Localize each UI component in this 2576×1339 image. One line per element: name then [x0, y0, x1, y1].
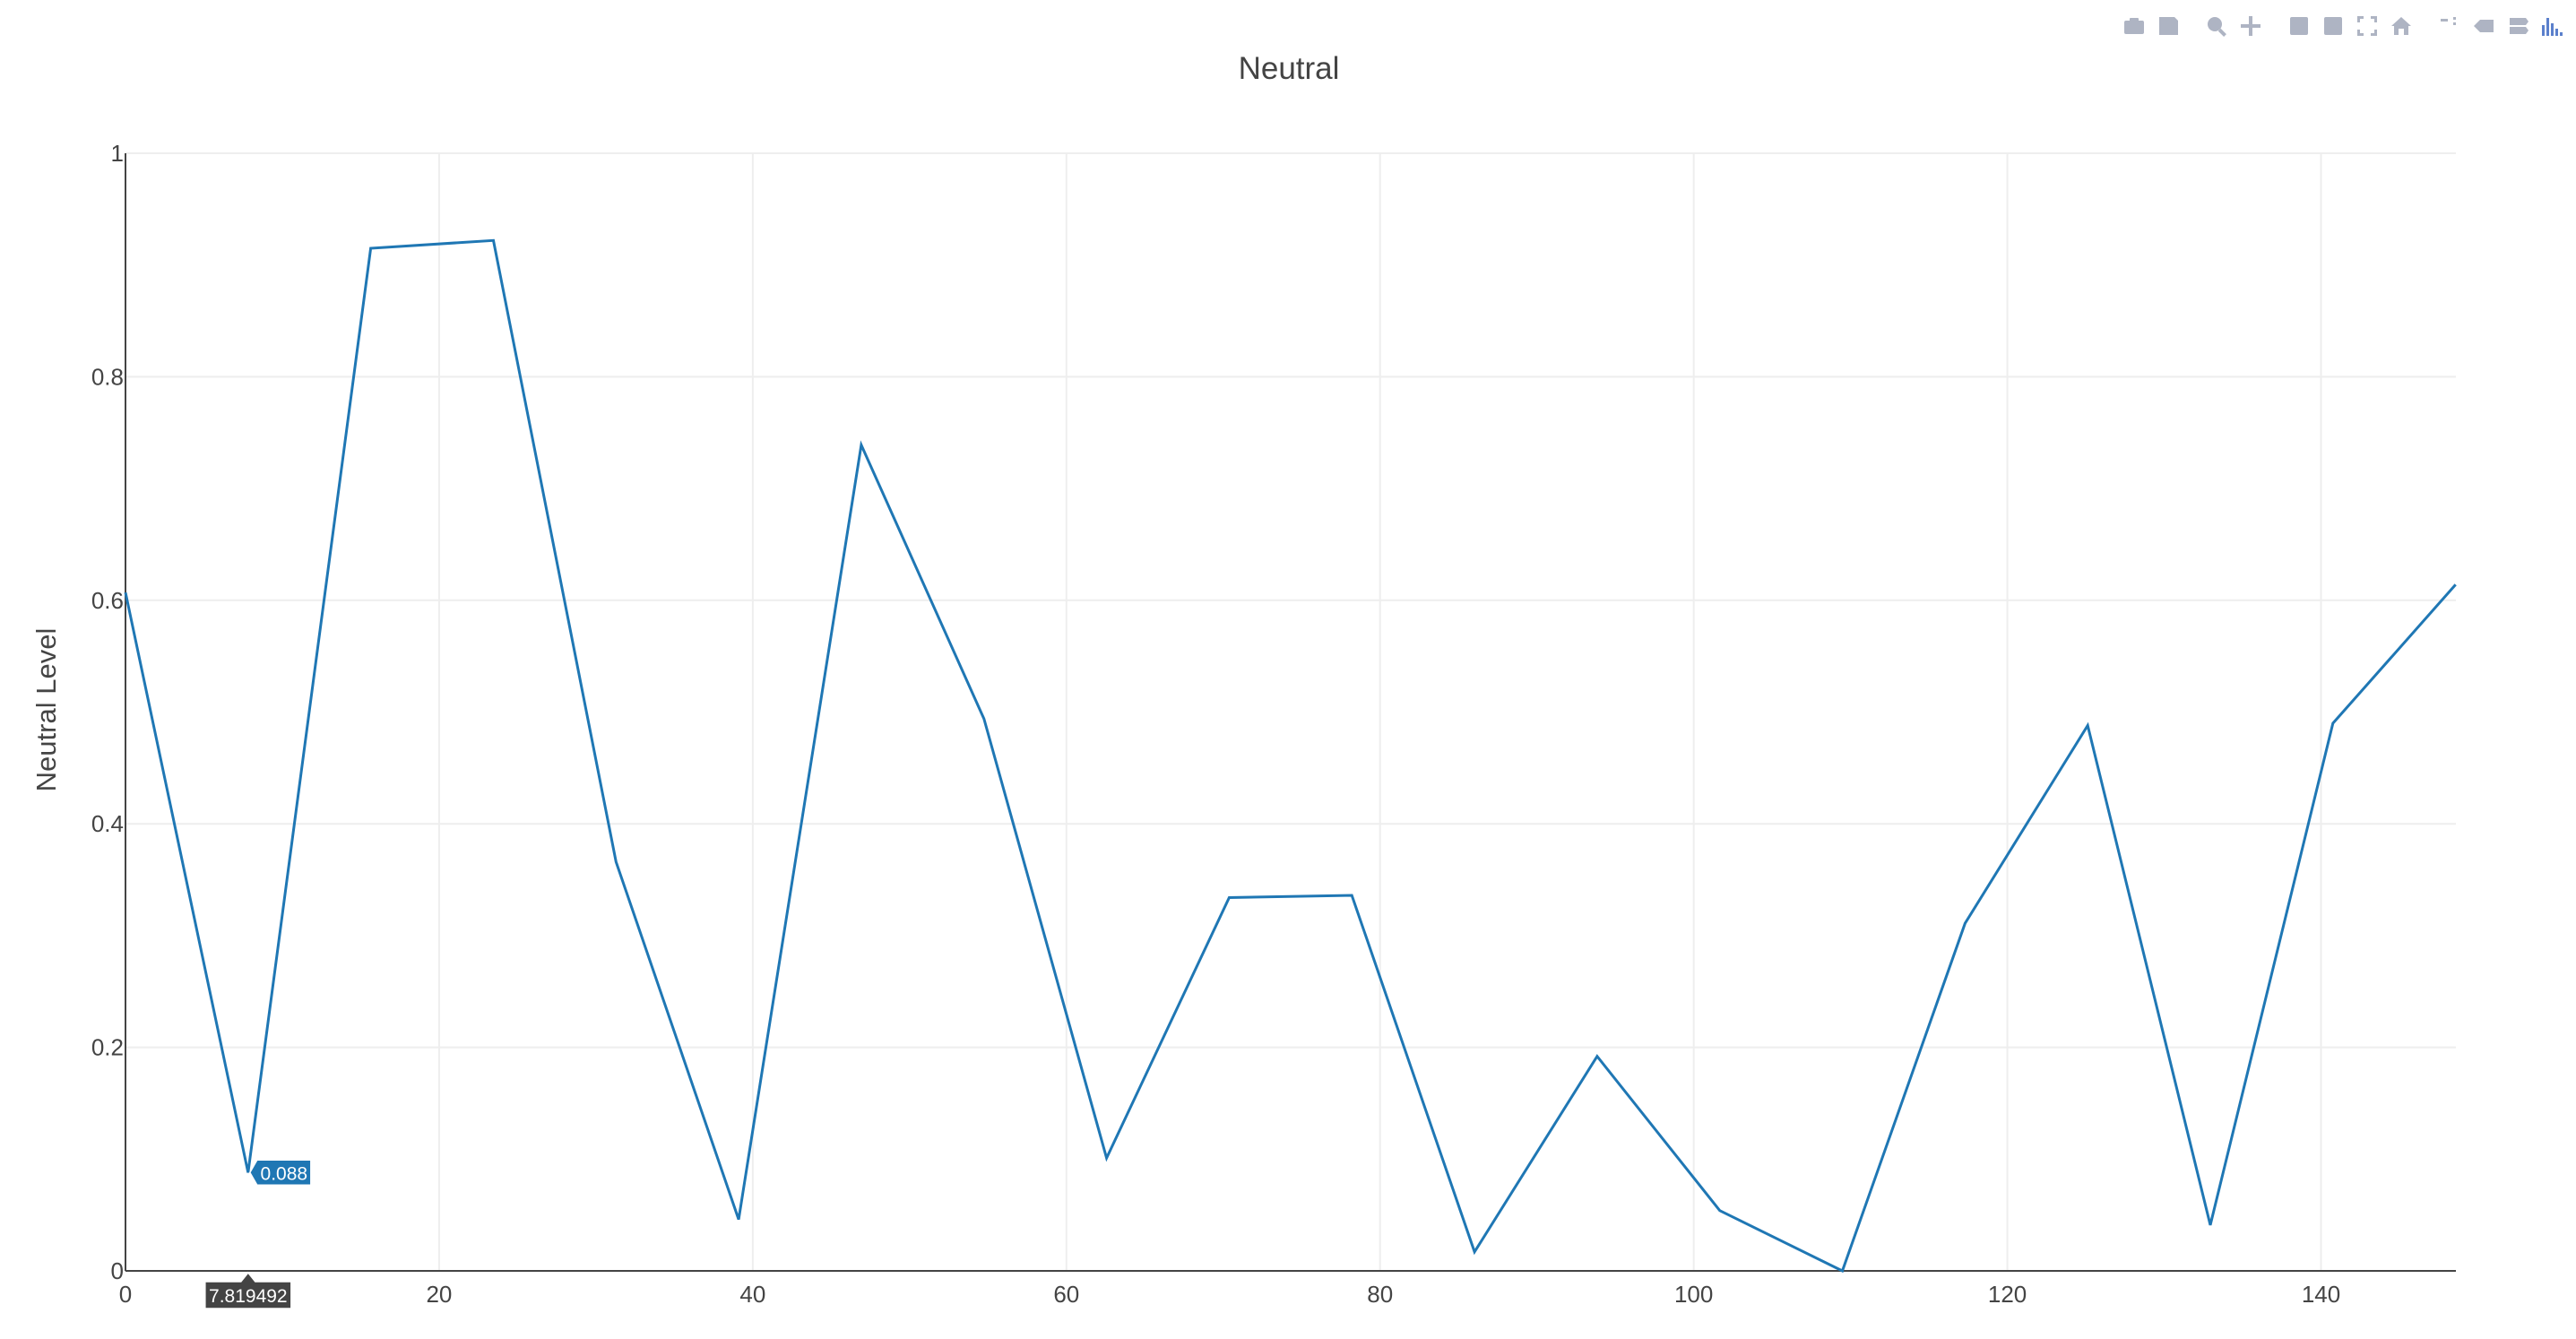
y-tick-label: 0.2	[91, 1034, 124, 1061]
autoscale-icon[interactable]	[2354, 13, 2381, 39]
axes	[125, 153, 2456, 1272]
y-tick-label: 0	[111, 1257, 124, 1284]
x-tick-label: 80	[1367, 1281, 1393, 1308]
x-tick-label: 20	[426, 1281, 452, 1308]
chart-title: Neutral	[1239, 51, 1340, 86]
camera-icon[interactable]	[2121, 13, 2148, 39]
zoom-in-icon[interactable]	[2286, 13, 2312, 39]
x-tick-label: 140	[2302, 1281, 2340, 1308]
hover-y-label: 0.088	[261, 1163, 308, 1184]
home-icon[interactable]	[2388, 13, 2415, 39]
hover-y-box	[248, 1159, 312, 1187]
x-axis-ticks: 0 20 40 60 80 100 120 140	[119, 1281, 2340, 1308]
series-line[interactable]	[124, 238, 2457, 1274]
save-icon[interactable]	[2155, 13, 2182, 39]
zoom-out-icon[interactable]	[2320, 13, 2347, 39]
x-tick-label: 40	[739, 1281, 765, 1308]
y-tick-label: 0.6	[91, 587, 124, 614]
hover-x-label: 7.819492	[209, 1286, 288, 1307]
y-axis-title: Neutral Level	[30, 628, 62, 792]
y-tick-label: 0.8	[91, 363, 124, 390]
zoom-icon[interactable]	[2203, 13, 2230, 39]
modebar	[2108, 13, 2565, 39]
hover-closest-icon[interactable]	[2470, 13, 2497, 39]
y-tick-label: 0.4	[91, 810, 124, 837]
x-tick-label: 120	[1988, 1281, 2027, 1308]
spike-lines-icon[interactable]	[2436, 13, 2463, 39]
x-tick-label: 100	[1674, 1281, 1713, 1308]
y-tick-label: 1	[111, 140, 124, 167]
gridlines	[125, 152, 2456, 1271]
hover-tooltip: 0.088 7.819492	[204, 1159, 312, 1309]
y-axis-ticks: 0 0.2 0.4 0.6 0.8 1	[91, 140, 124, 1284]
pan-icon[interactable]	[2237, 13, 2264, 39]
hover-compare-icon[interactable]	[2504, 13, 2531, 39]
x-tick-label: 0	[119, 1281, 132, 1308]
plotly-logo-icon[interactable]	[2538, 13, 2565, 39]
hover-x-box	[204, 1271, 292, 1309]
x-tick-label: 60	[1053, 1281, 1079, 1308]
